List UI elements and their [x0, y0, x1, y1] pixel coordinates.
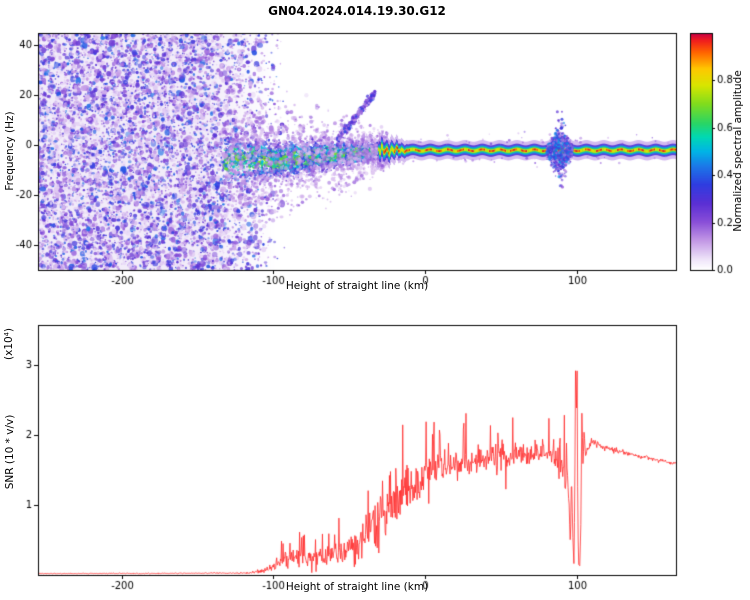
- top-x-axis-label: Height of straight line (km): [285, 280, 429, 292]
- bottom-y-scale-label: (x10⁴): [3, 328, 15, 360]
- bottom-y-axis-label: SNR (10 * v/v): [4, 414, 16, 490]
- colorbar-label: Normalized spectral amplitude: [732, 70, 744, 232]
- top-y-axis-label: Frequency (Hz): [4, 111, 16, 191]
- bottom-x-axis-label: Height of straight line (km): [285, 581, 429, 593]
- spectrogram-panel-canvas: [0, 0, 750, 300]
- snr-panel-canvas: [0, 300, 750, 600]
- figure-title: GN04.2024.014.19.30.G12: [268, 4, 446, 18]
